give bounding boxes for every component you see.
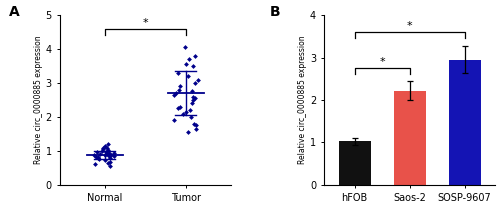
Point bbox=[93, 150, 101, 153]
Point bbox=[103, 153, 111, 156]
Point bbox=[172, 91, 180, 95]
Point bbox=[176, 85, 184, 88]
Point bbox=[191, 81, 199, 85]
Point bbox=[194, 78, 202, 81]
Point bbox=[104, 154, 112, 158]
Point bbox=[106, 152, 114, 156]
Point bbox=[174, 71, 182, 75]
Text: B: B bbox=[270, 5, 280, 19]
Point bbox=[186, 57, 194, 61]
Point bbox=[174, 107, 182, 110]
Text: A: A bbox=[9, 5, 20, 19]
Point bbox=[95, 158, 103, 161]
Point bbox=[104, 149, 112, 152]
Point bbox=[179, 112, 187, 115]
Point bbox=[189, 64, 197, 68]
Point bbox=[90, 162, 98, 166]
Point bbox=[90, 154, 98, 157]
Point bbox=[98, 149, 106, 153]
Text: *: * bbox=[142, 18, 148, 28]
Point bbox=[191, 97, 199, 100]
Y-axis label: Relative circ_0000885 expression: Relative circ_0000885 expression bbox=[34, 36, 42, 164]
Point bbox=[102, 150, 110, 154]
Point bbox=[104, 161, 112, 164]
Point bbox=[92, 155, 100, 158]
Text: *: * bbox=[407, 21, 412, 31]
Point bbox=[105, 151, 113, 154]
Point bbox=[176, 105, 184, 109]
Point bbox=[106, 156, 114, 160]
Point bbox=[106, 164, 114, 168]
Point bbox=[184, 131, 192, 134]
Point bbox=[190, 54, 198, 58]
Point bbox=[100, 147, 108, 151]
Point bbox=[106, 160, 114, 164]
Text: *: * bbox=[380, 57, 385, 67]
Point bbox=[189, 95, 197, 98]
Point bbox=[181, 46, 189, 49]
Bar bbox=[394, 91, 426, 185]
Point bbox=[187, 115, 195, 119]
Point bbox=[188, 90, 196, 93]
Point bbox=[184, 74, 192, 78]
Point bbox=[190, 98, 198, 102]
Point bbox=[190, 122, 198, 126]
Point bbox=[94, 155, 102, 159]
Point bbox=[96, 152, 104, 155]
Y-axis label: Relative circ_0000885 expression: Relative circ_0000885 expression bbox=[298, 36, 307, 164]
Point bbox=[188, 102, 196, 105]
Bar bbox=[338, 141, 370, 185]
Point bbox=[192, 124, 200, 127]
Point bbox=[110, 152, 118, 155]
Point bbox=[101, 144, 109, 147]
Point bbox=[104, 142, 112, 146]
Point bbox=[110, 154, 118, 157]
Point bbox=[94, 157, 102, 160]
Point bbox=[103, 146, 111, 149]
Point bbox=[100, 146, 108, 150]
Point bbox=[170, 93, 178, 97]
Point bbox=[101, 153, 109, 157]
Point bbox=[175, 88, 183, 92]
Point bbox=[100, 159, 108, 162]
Point bbox=[182, 110, 190, 114]
Point bbox=[192, 127, 200, 131]
Point bbox=[182, 63, 190, 66]
Point bbox=[108, 153, 116, 156]
Point bbox=[186, 108, 194, 112]
Point bbox=[170, 119, 178, 122]
Bar bbox=[449, 60, 480, 185]
